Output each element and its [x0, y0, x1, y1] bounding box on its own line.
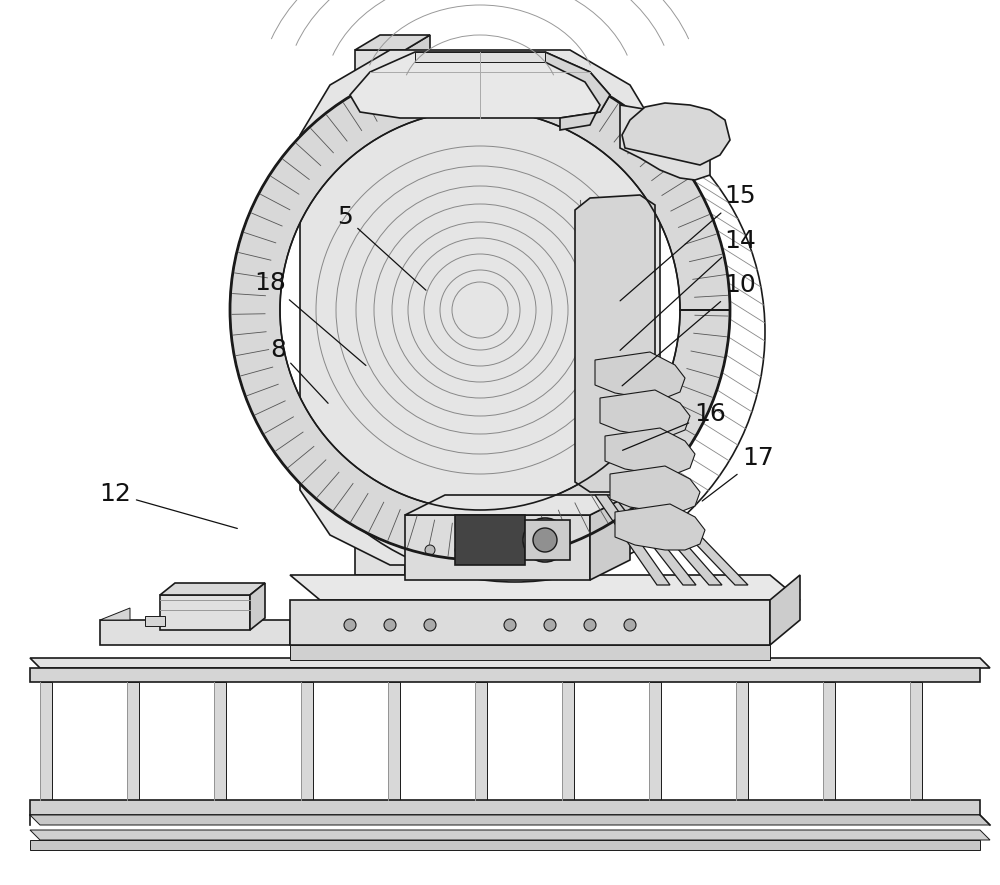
Polygon shape — [615, 504, 705, 550]
Polygon shape — [160, 595, 250, 630]
Polygon shape — [290, 575, 800, 600]
Circle shape — [624, 619, 636, 631]
Polygon shape — [613, 495, 696, 585]
Polygon shape — [30, 668, 980, 682]
Circle shape — [544, 619, 556, 631]
Polygon shape — [605, 428, 695, 474]
Polygon shape — [290, 600, 770, 645]
Polygon shape — [355, 35, 430, 50]
Polygon shape — [30, 830, 990, 840]
Polygon shape — [30, 815, 990, 825]
Polygon shape — [145, 616, 165, 626]
Polygon shape — [622, 103, 730, 165]
Text: 5: 5 — [337, 204, 426, 290]
Polygon shape — [562, 682, 574, 800]
Polygon shape — [100, 608, 130, 620]
Polygon shape — [388, 682, 400, 800]
Polygon shape — [590, 495, 630, 580]
Polygon shape — [545, 52, 610, 130]
Circle shape — [523, 518, 567, 562]
Polygon shape — [301, 682, 313, 800]
Text: 16: 16 — [623, 402, 726, 450]
Polygon shape — [595, 495, 670, 585]
Circle shape — [504, 619, 516, 631]
Polygon shape — [100, 620, 290, 645]
Circle shape — [424, 619, 436, 631]
Circle shape — [344, 619, 356, 631]
Circle shape — [384, 619, 396, 631]
Circle shape — [533, 528, 557, 552]
Text: 15: 15 — [620, 184, 756, 301]
Text: 18: 18 — [254, 271, 366, 366]
Polygon shape — [230, 60, 730, 560]
Polygon shape — [823, 682, 835, 800]
Polygon shape — [649, 682, 661, 800]
Circle shape — [545, 545, 555, 555]
Polygon shape — [600, 390, 690, 436]
Polygon shape — [350, 52, 610, 118]
Text: 17: 17 — [702, 446, 774, 501]
Polygon shape — [736, 682, 748, 800]
Circle shape — [485, 545, 495, 555]
Polygon shape — [300, 50, 660, 565]
Polygon shape — [475, 682, 487, 800]
Polygon shape — [770, 575, 800, 645]
Polygon shape — [250, 583, 265, 630]
Polygon shape — [631, 495, 722, 585]
Polygon shape — [649, 495, 748, 585]
Polygon shape — [290, 645, 770, 660]
Polygon shape — [214, 682, 226, 800]
Text: 14: 14 — [620, 228, 756, 350]
Polygon shape — [575, 195, 655, 492]
Circle shape — [425, 545, 435, 555]
Polygon shape — [415, 52, 545, 62]
Polygon shape — [355, 50, 405, 575]
Polygon shape — [525, 520, 570, 560]
Text: 12: 12 — [99, 481, 237, 528]
Polygon shape — [30, 800, 980, 815]
Polygon shape — [160, 583, 265, 595]
Circle shape — [455, 545, 465, 555]
Polygon shape — [405, 495, 630, 515]
Polygon shape — [30, 840, 980, 850]
Polygon shape — [620, 105, 710, 180]
Polygon shape — [910, 682, 922, 800]
Polygon shape — [405, 515, 590, 580]
Polygon shape — [455, 515, 525, 565]
Polygon shape — [610, 466, 700, 512]
Text: 8: 8 — [270, 337, 328, 404]
Polygon shape — [127, 682, 139, 800]
Circle shape — [584, 619, 596, 631]
Text: 10: 10 — [622, 273, 756, 386]
Circle shape — [515, 545, 525, 555]
Polygon shape — [405, 35, 430, 575]
Polygon shape — [595, 352, 685, 398]
Polygon shape — [40, 682, 52, 800]
Polygon shape — [30, 658, 990, 668]
